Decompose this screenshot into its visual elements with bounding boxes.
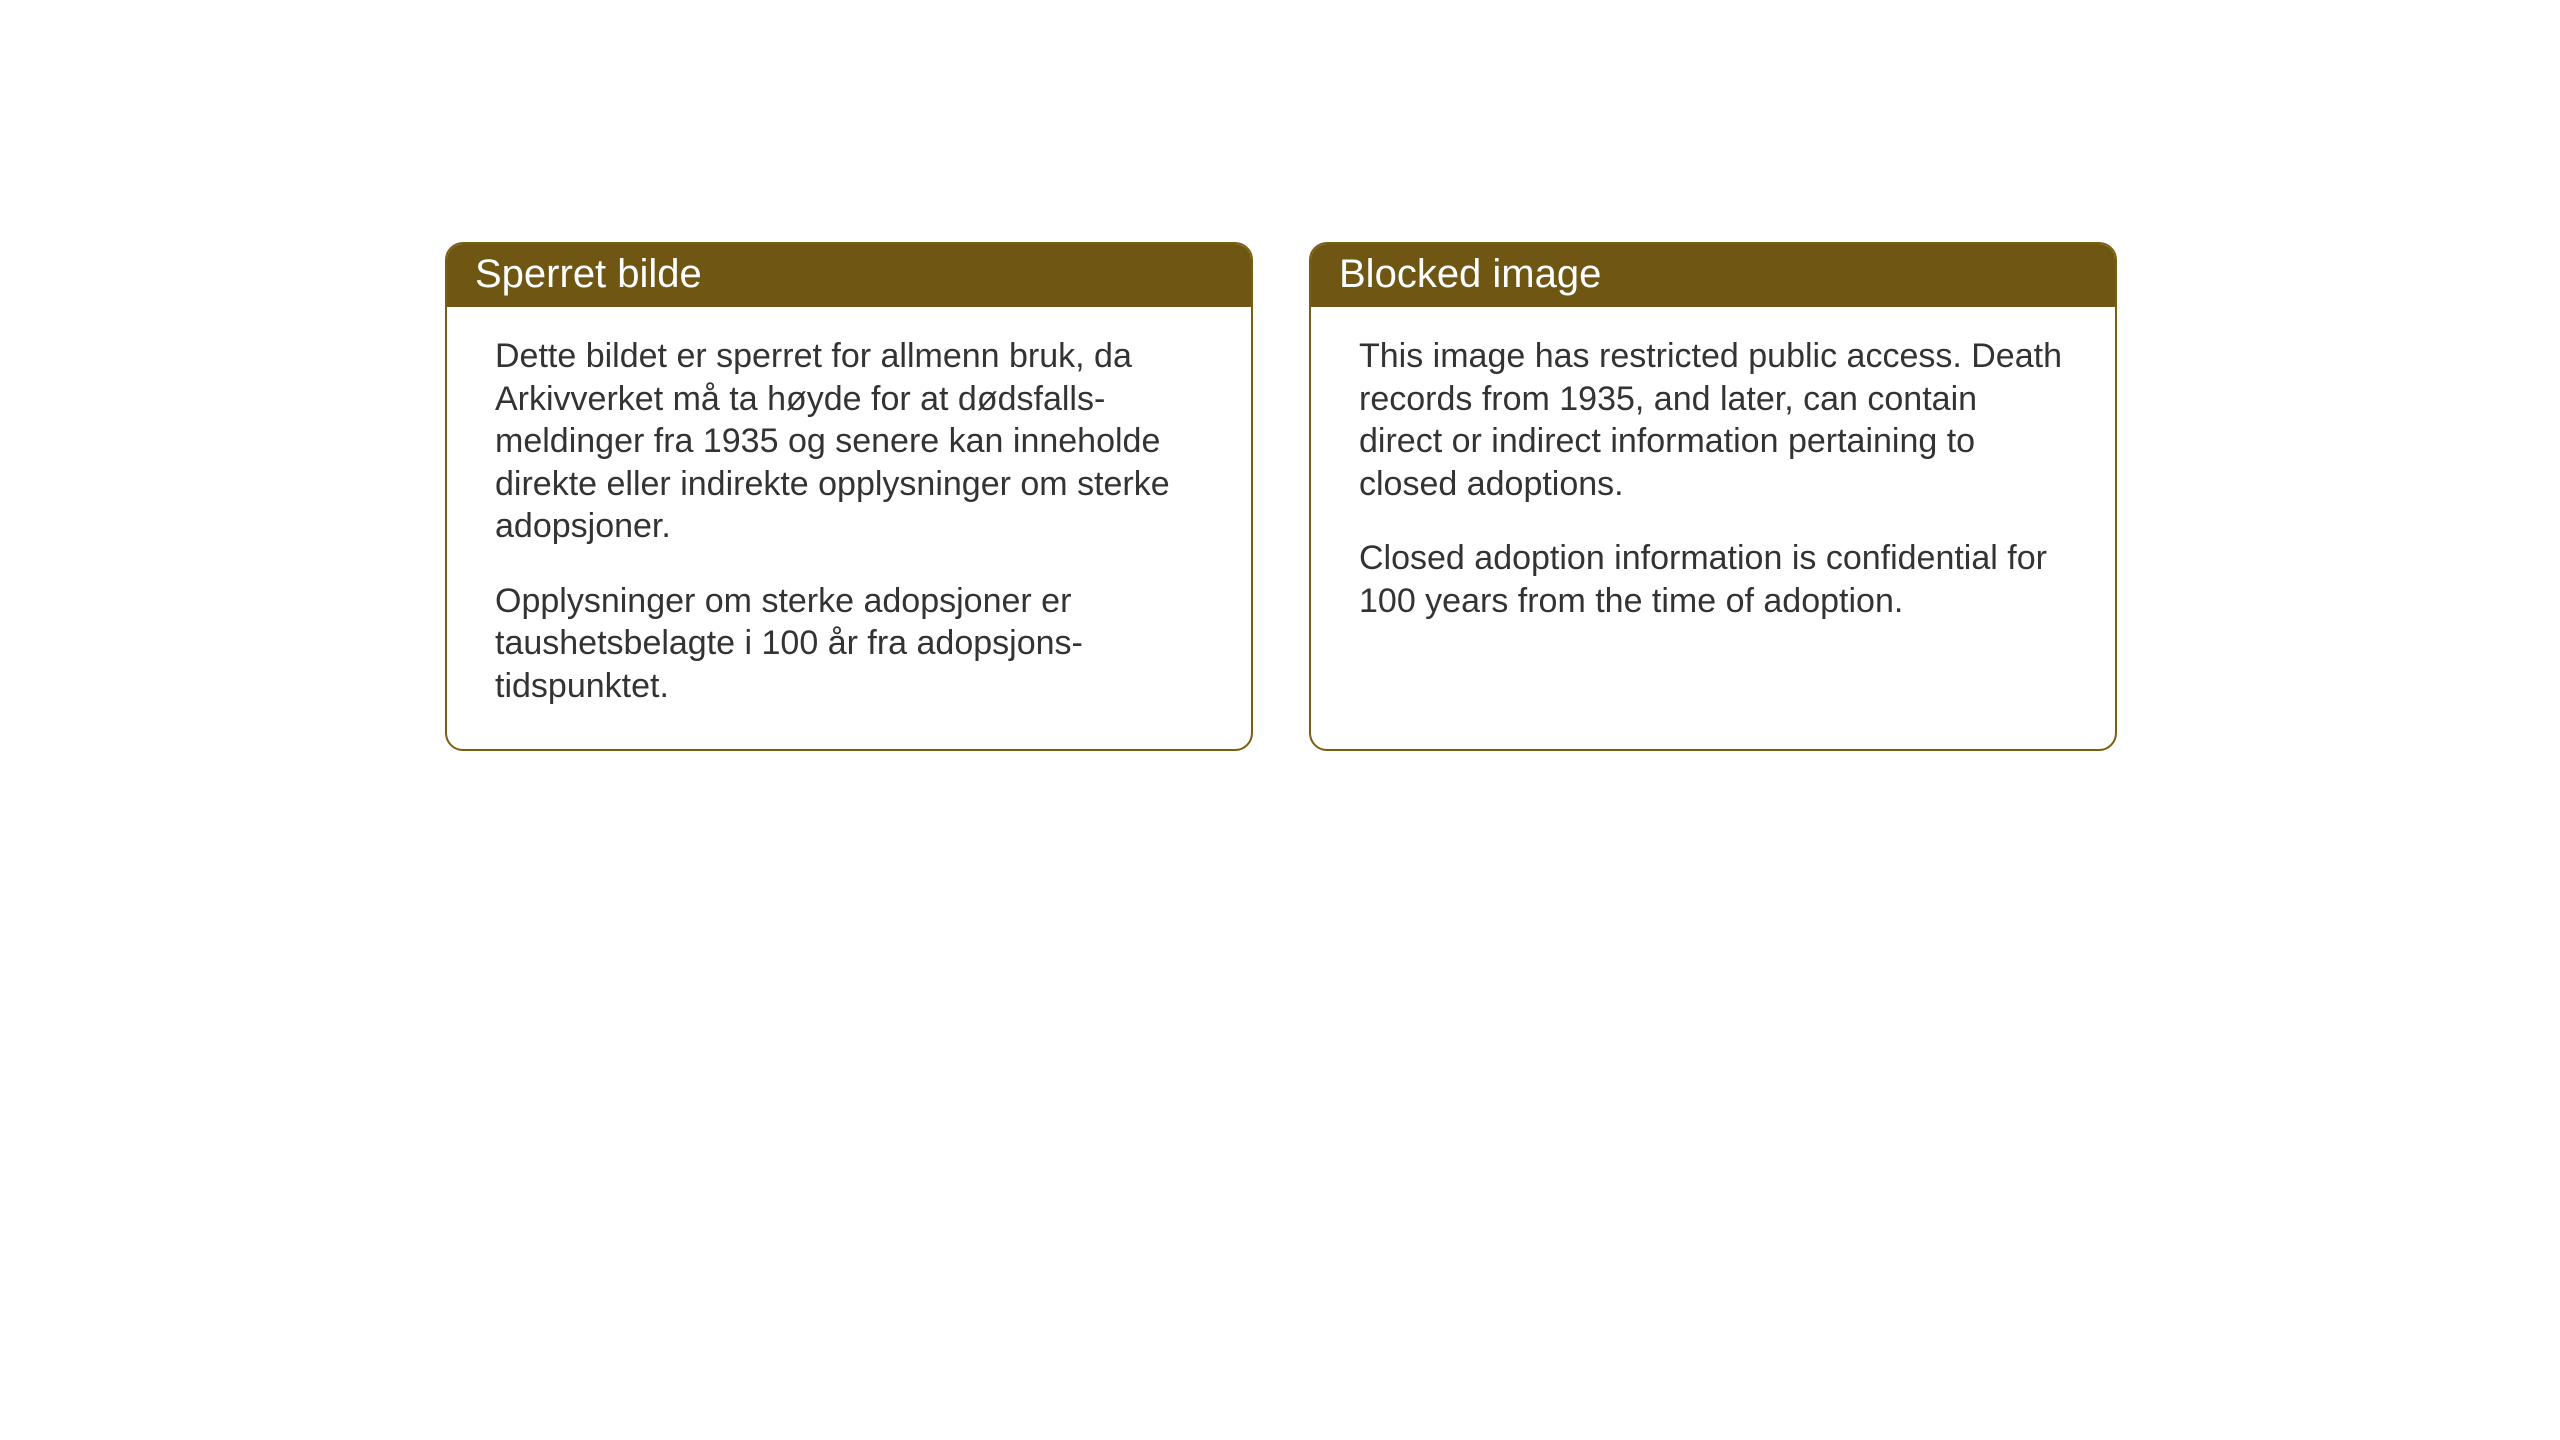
notice-cards-container: Sperret bilde Dette bildet er sperret fo… [445,242,2117,751]
english-card-title: Blocked image [1311,244,2115,307]
english-para-2: Closed adoption information is confident… [1359,537,2067,622]
norwegian-para-2: Opplysninger om sterke adopsjoner er tau… [495,580,1203,708]
norwegian-notice-card: Sperret bilde Dette bildet er sperret fo… [445,242,1253,751]
english-card-body: This image has restricted public access.… [1311,307,2115,664]
english-para-1: This image has restricted public access.… [1359,335,2067,505]
english-notice-card: Blocked image This image has restricted … [1309,242,2117,751]
norwegian-card-body: Dette bildet er sperret for allmenn bruk… [447,307,1251,749]
norwegian-card-title: Sperret bilde [447,244,1251,307]
norwegian-para-1: Dette bildet er sperret for allmenn bruk… [495,335,1203,548]
